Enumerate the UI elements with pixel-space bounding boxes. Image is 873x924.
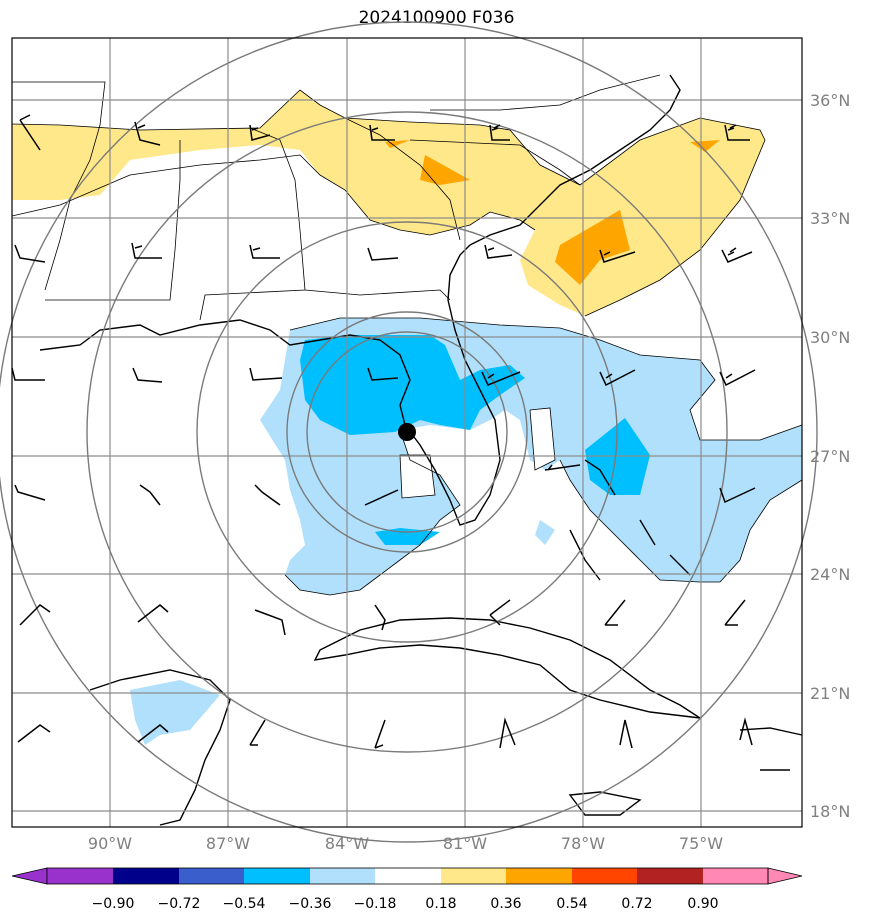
lat-label: 36°N xyxy=(810,91,850,110)
lon-label: 90°W xyxy=(88,834,132,853)
zero-hole-1 xyxy=(400,455,435,498)
lat-label: 21°N xyxy=(810,684,850,703)
colorbar: −0.90 −0.72 −0.54 −0.36 −0.18 0.18 0.36 … xyxy=(11,867,803,912)
colorbar-max-arrow xyxy=(767,867,803,885)
lon-label: 78°W xyxy=(561,834,605,853)
colorbar-bin xyxy=(179,868,244,884)
zero-hole-2 xyxy=(530,408,555,470)
range-rings xyxy=(0,21,818,843)
state-borders xyxy=(12,74,661,321)
colorbar-bin xyxy=(244,868,310,884)
colorbar-tick: 0.18 xyxy=(425,896,456,912)
colorbar-bin xyxy=(47,868,113,884)
lat-label: 24°N xyxy=(810,565,850,584)
colorbar-min-arrow xyxy=(11,867,48,885)
colorbar-bin xyxy=(703,868,768,884)
colorbar-bin xyxy=(375,868,441,884)
colorbar-bin xyxy=(637,868,703,884)
lon-label: 81°W xyxy=(443,834,487,853)
lon-label: 87°W xyxy=(206,834,250,853)
lat-lon-grid xyxy=(12,38,802,827)
contour-fills xyxy=(12,90,802,745)
lon-label: 75°W xyxy=(679,834,723,853)
lat-label: 30°N xyxy=(810,328,850,347)
colorbar-tick: 0.90 xyxy=(687,896,718,912)
florida-peninsula xyxy=(404,244,501,526)
negative-area-light-2 xyxy=(535,520,555,545)
colorbar-frame xyxy=(46,867,769,885)
colorbar-tick: 0.36 xyxy=(490,896,521,912)
lat-label: 27°N xyxy=(810,447,850,466)
latitude-labels: 36°N 33°N 30°N 27°N 24°N 21°N 18°N xyxy=(810,91,850,821)
colorbar-tick: −0.72 xyxy=(158,896,201,912)
yucatan xyxy=(89,669,231,826)
colorbar-bin xyxy=(441,868,506,884)
lat-label: 18°N xyxy=(810,802,850,821)
hispaniola xyxy=(739,727,803,771)
colorbar-bin xyxy=(113,868,179,884)
contour-lines xyxy=(11,89,803,596)
colorbar-tick: −0.90 xyxy=(92,896,135,912)
colorbar-tick: −0.18 xyxy=(354,896,397,912)
orange-patch-1 xyxy=(420,155,470,185)
longitude-labels: 90°W 87°W 84°W 81°W 78°W 75°W xyxy=(88,834,723,853)
map-title: 2024100900 F036 xyxy=(358,8,515,28)
colorbar-bin xyxy=(310,868,375,884)
colorbar-tick: 0.54 xyxy=(556,896,587,912)
colorbar-tick: 0.72 xyxy=(621,896,652,912)
bahamas xyxy=(569,459,691,581)
wind-barbs xyxy=(11,114,756,749)
storm-center-marker xyxy=(398,423,416,441)
orange-patch-3 xyxy=(555,210,630,285)
orange-patch-2 xyxy=(385,140,410,148)
colorbar-tick: −0.36 xyxy=(289,896,332,912)
negative-area-dark xyxy=(300,335,525,435)
map-frame xyxy=(11,37,803,828)
lat-label: 33°N xyxy=(810,209,850,228)
cuba xyxy=(313,617,701,719)
lon-label: 84°W xyxy=(325,834,369,853)
colorbar-tick: −0.54 xyxy=(223,896,266,912)
negative-area-light-3 xyxy=(130,680,220,745)
colorbar-bin xyxy=(506,868,572,884)
colorbar-bin xyxy=(572,868,637,884)
